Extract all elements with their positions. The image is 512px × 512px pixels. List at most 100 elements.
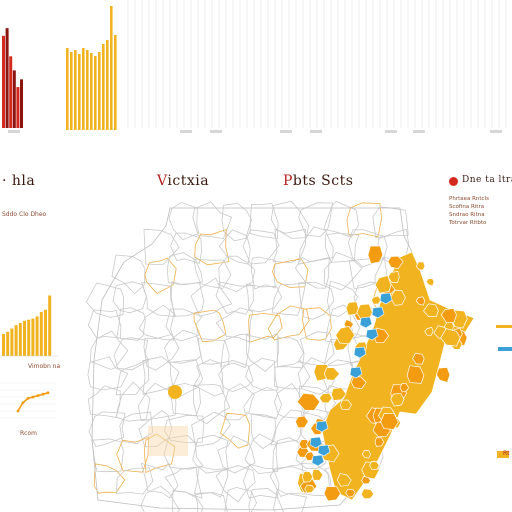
county <box>271 282 307 316</box>
highlight-county <box>301 471 314 483</box>
county <box>113 337 150 371</box>
highlight-county <box>415 261 426 271</box>
county <box>166 252 203 286</box>
county <box>164 415 205 444</box>
bar <box>48 295 52 356</box>
county <box>243 387 283 420</box>
point <box>16 409 20 413</box>
highlight-county <box>436 367 451 383</box>
top-left-bar-chart <box>2 28 23 129</box>
county <box>276 337 305 369</box>
county <box>194 491 228 512</box>
county <box>215 465 256 503</box>
blue-county <box>315 420 329 433</box>
highlight-county <box>304 451 315 461</box>
county <box>172 489 204 512</box>
county <box>221 202 252 242</box>
county <box>220 412 251 449</box>
highlight-region <box>295 245 475 502</box>
bar <box>9 56 13 128</box>
county <box>273 488 308 512</box>
blue-county <box>349 366 363 379</box>
tick-label <box>413 130 425 133</box>
right-title-rest: bts Scts <box>292 173 354 189</box>
blue-county <box>371 306 385 319</box>
mini-chart-caption: Vimobn na <box>28 363 61 370</box>
county <box>245 357 279 391</box>
county <box>249 203 279 240</box>
bar <box>44 309 47 356</box>
county-group <box>85 200 414 512</box>
far-right-title: Dne ta ltra <box>462 175 512 185</box>
bar <box>114 35 117 130</box>
county <box>191 411 231 447</box>
bar <box>98 52 101 130</box>
highlight-county <box>304 484 315 494</box>
county <box>115 381 151 422</box>
highlight-county <box>369 461 380 471</box>
county <box>143 433 176 474</box>
county <box>250 413 277 450</box>
bar <box>94 56 97 130</box>
bar <box>74 50 77 130</box>
county <box>193 309 227 343</box>
highlight-county <box>425 278 435 287</box>
blue-county <box>359 316 373 329</box>
county <box>245 283 283 313</box>
highlight-area <box>321 251 475 501</box>
right-legend: Phrtaea Rntcls Scofina Ritra Sndrao Ritn… <box>449 195 489 227</box>
legend-line-3: Sndrao Ritna <box>449 212 485 218</box>
county <box>220 333 251 369</box>
trend-caption: Rcom <box>20 430 37 437</box>
county <box>194 228 230 266</box>
county <box>87 356 129 391</box>
bar <box>86 50 89 130</box>
bar <box>35 316 39 356</box>
highlight-county <box>336 472 352 487</box>
highlight-county <box>311 468 324 481</box>
point <box>26 397 30 400</box>
legend-line-1: Phrtaea Rntcls <box>449 196 489 202</box>
county <box>140 462 179 499</box>
blue-county <box>311 454 325 467</box>
highlight-county <box>423 303 439 317</box>
left-trend-chart <box>0 382 56 419</box>
highlight-county <box>424 326 434 336</box>
point <box>31 395 35 399</box>
blue-county <box>317 444 331 457</box>
bar <box>5 28 9 128</box>
county <box>217 435 256 474</box>
highlight-county <box>323 367 340 381</box>
marker-dot <box>168 385 182 399</box>
blue-county <box>365 328 379 341</box>
bar <box>14 325 18 356</box>
bar <box>39 312 43 356</box>
tick-label <box>385 130 397 133</box>
highlight-county <box>360 488 375 500</box>
highlight-county <box>371 295 382 305</box>
county <box>244 433 279 475</box>
county <box>193 258 232 289</box>
tick-label <box>210 130 222 133</box>
bar <box>70 52 73 130</box>
bar <box>31 318 35 356</box>
bar <box>102 44 105 130</box>
county <box>297 357 336 395</box>
bar <box>66 48 69 130</box>
county <box>144 257 177 295</box>
county <box>170 281 205 317</box>
county <box>88 411 126 447</box>
highlight-county <box>361 450 371 459</box>
left-title: · hla <box>2 173 36 189</box>
bar <box>90 53 93 130</box>
swatch-yellow-small <box>497 451 509 458</box>
county <box>140 485 181 512</box>
county <box>143 333 180 371</box>
legend-line-2: Scofina Ritra <box>449 204 485 210</box>
county <box>168 201 200 241</box>
county <box>215 281 254 315</box>
tick-label <box>8 130 20 133</box>
county <box>346 202 383 238</box>
tick-label <box>490 130 502 133</box>
highlight-county <box>374 275 392 294</box>
